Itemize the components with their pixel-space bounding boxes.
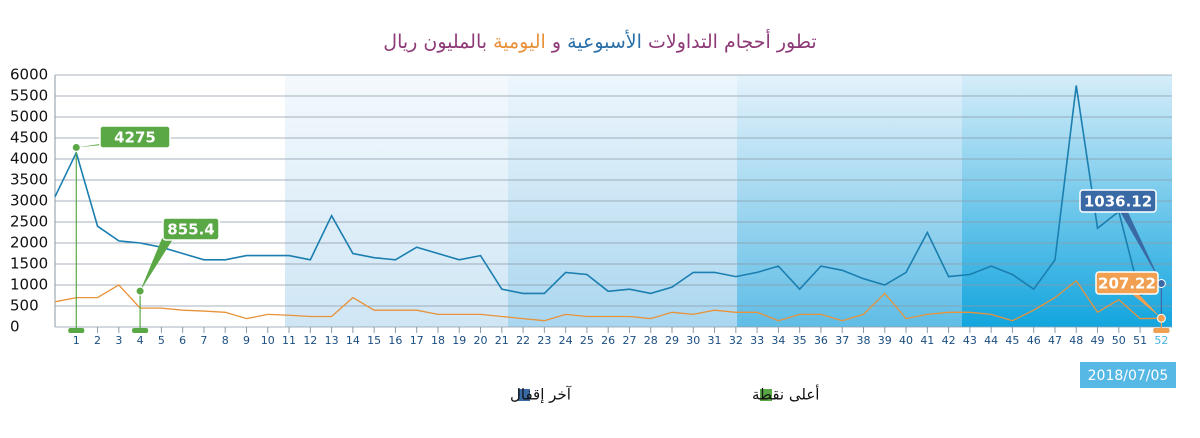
x-tick-label: 25 [580, 334, 594, 347]
x-tick-label: 49 [1091, 334, 1105, 347]
y-tick-label: 5500 [10, 87, 48, 105]
x-tick-label: 45 [1005, 334, 1019, 347]
x-tick-label: 52 [1154, 334, 1168, 347]
x-tick-label: 4 [137, 334, 144, 347]
x-tick-label: 22 [516, 334, 530, 347]
x-tick-label: 31 [708, 334, 722, 347]
annotation-point [135, 286, 145, 296]
y-tick-label: 3500 [10, 171, 48, 189]
x-tick-label: 17 [410, 334, 424, 347]
y-tick-label: 4500 [10, 129, 48, 147]
annotation-box [1079, 189, 1157, 213]
x-tick-label: 18 [431, 334, 445, 347]
annotation-label: 207.22 [1098, 275, 1156, 293]
annotation-box [99, 125, 171, 149]
x-tick-label: 48 [1069, 334, 1083, 347]
x-tick-label: 32 [729, 334, 743, 347]
x-tick-label: 2 [94, 334, 101, 347]
x-tick-label: 42 [942, 334, 956, 347]
callout-pointer [1118, 208, 1162, 284]
y-tick-label: 2000 [10, 234, 48, 252]
x-tick-label: 41 [920, 334, 934, 347]
title-part: اليومية [493, 31, 546, 53]
x-tick-label: 15 [367, 334, 381, 347]
x-tick-label: 29 [665, 334, 679, 347]
y-tick-label: 5000 [10, 108, 48, 126]
x-tick-label: 46 [1027, 334, 1041, 347]
annotation-point [1156, 313, 1166, 323]
x-tick-label: 12 [303, 334, 317, 347]
y-tick-label: 0 [10, 318, 20, 336]
y-tick-label: 500 [10, 297, 39, 315]
x-tick-label: 40 [899, 334, 913, 347]
x-tick-label: 14 [346, 334, 360, 347]
x-tick-label: 33 [750, 334, 764, 347]
y-tick-label: 2500 [10, 213, 48, 231]
x-tick-label: 9 [243, 334, 250, 347]
title-part: تطور أحجام التداولات [648, 29, 817, 53]
x-tick-label: 28 [644, 334, 658, 347]
annotation-point [71, 142, 81, 152]
legend-label: أعلى نقطة [752, 385, 819, 404]
x-tick-label: 7 [200, 334, 207, 347]
x-tick-label: 27 [622, 334, 636, 347]
annotation-box [1095, 271, 1159, 295]
callout-pointer [1127, 290, 1162, 319]
callout-pointer [140, 236, 175, 292]
bottom-marker [68, 328, 85, 333]
x-tick-label: 5 [158, 334, 165, 347]
x-tick-label: 50 [1112, 334, 1126, 347]
title-part: بالمليون ريال [383, 31, 487, 53]
series-line [54, 85, 1162, 297]
annotation-label: 1036.12 [1084, 193, 1152, 211]
x-tick-label: 35 [793, 334, 807, 347]
y-tick-label: 1000 [10, 276, 48, 294]
x-tick-label: 34 [771, 334, 785, 347]
legend-swatch [760, 389, 772, 401]
bottom-marker [1153, 328, 1170, 333]
x-tick-label: 3 [115, 334, 122, 347]
x-tick-label: 26 [601, 334, 615, 347]
x-tick-label: 23 [537, 334, 551, 347]
x-tick-label: 36 [814, 334, 828, 347]
x-tick-label: 10 [261, 334, 275, 347]
x-tick-label: 39 [878, 334, 892, 347]
x-tick-label: 47 [1048, 334, 1062, 347]
x-tick-label: 16 [388, 334, 402, 347]
x-tick-label: 38 [856, 334, 870, 347]
annotation-box [162, 217, 220, 241]
x-tick-label: 19 [452, 334, 466, 347]
x-tick-label: 1 [73, 334, 80, 347]
x-tick-label: 30 [686, 334, 700, 347]
legend-swatch [518, 389, 530, 401]
x-tick-label: 6 [179, 334, 186, 347]
annotation-label: 4275 [114, 129, 156, 147]
x-tick-label: 51 [1133, 334, 1147, 347]
x-tick-label: 20 [474, 334, 488, 347]
title-part: الأسبوعية [567, 30, 642, 53]
legend-label: آخر إقفال [510, 386, 572, 404]
y-tick-label: 4000 [10, 150, 48, 168]
x-tick-label: 13 [325, 334, 339, 347]
date-box [1080, 362, 1176, 388]
x-tick-label: 37 [835, 334, 849, 347]
x-tick-label: 21 [495, 334, 509, 347]
title-part: و [551, 31, 561, 53]
y-tick-label: 3000 [10, 192, 48, 210]
date-label: 2018/07/05 [1088, 368, 1169, 384]
annotation-label: 855.4 [167, 221, 214, 239]
series-line [54, 279, 1162, 322]
x-tick-label: 43 [963, 334, 977, 347]
y-tick-label: 1500 [10, 255, 48, 273]
y-tick-label: 6000 [10, 66, 48, 84]
x-tick-label: 24 [559, 334, 573, 347]
bottom-marker [132, 328, 149, 333]
x-tick-label: 44 [984, 334, 998, 347]
x-tick-label: 8 [222, 334, 229, 347]
chart-title: تطور أحجام التداولات الأسبوعية و اليومية… [383, 29, 816, 53]
x-tick-label: 11 [282, 334, 296, 347]
callout-pointer [76, 144, 112, 148]
